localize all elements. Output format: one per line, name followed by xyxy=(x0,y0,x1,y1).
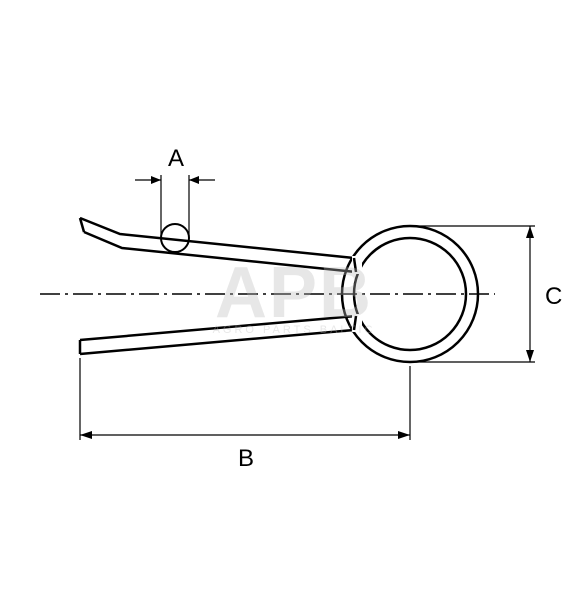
technical-diagram: A B C APB AGRO PARTS BALTIC xyxy=(0,0,588,588)
prong-bottom-upper xyxy=(80,316,356,340)
dim-a-arrow-right xyxy=(189,176,199,184)
dim-c-arrow-top xyxy=(526,226,534,238)
dim-b-arrow-right xyxy=(398,431,410,439)
prong-top-lower xyxy=(84,232,356,272)
prong-bottom-lower xyxy=(80,330,354,354)
dim-a-arrow-left xyxy=(151,176,161,184)
label-b: B xyxy=(238,445,254,473)
label-c: C xyxy=(545,283,562,311)
dim-c-arrow-bottom xyxy=(526,350,534,362)
dim-b-arrow-left xyxy=(80,431,92,439)
prong-top-upper xyxy=(80,218,354,258)
diagram-svg xyxy=(0,0,588,588)
label-a: A xyxy=(168,145,184,173)
